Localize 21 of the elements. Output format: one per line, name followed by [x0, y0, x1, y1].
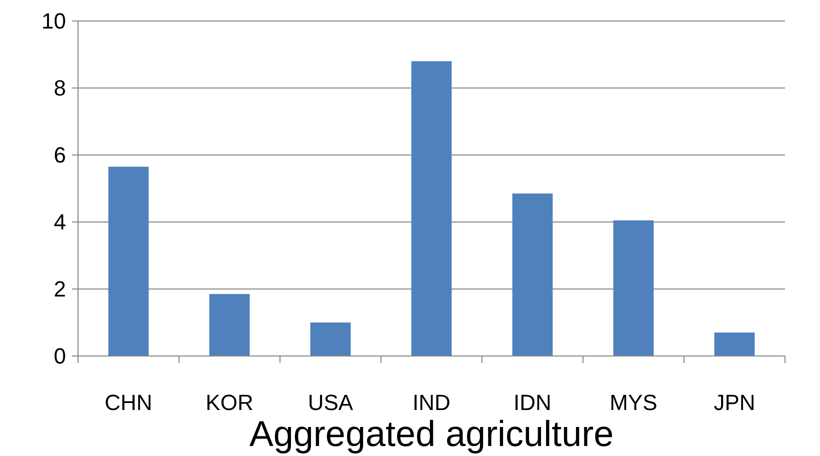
x-tick-label: JPN — [714, 390, 756, 415]
x-tick-label: IDN — [514, 390, 552, 415]
bar — [310, 322, 351, 356]
x-tick-label: IND — [412, 390, 450, 415]
bar — [108, 166, 149, 356]
bar — [714, 332, 755, 356]
y-tick-label: 0 — [54, 344, 66, 369]
bar — [613, 220, 654, 356]
x-tick-label: USA — [308, 390, 354, 415]
y-tick-label: 10 — [42, 8, 66, 34]
x-tick-label: KOR — [206, 390, 254, 415]
bar — [411, 61, 452, 356]
bar — [512, 194, 553, 356]
y-tick-label: 6 — [54, 142, 66, 168]
y-tick-label: 8 — [54, 76, 66, 101]
x-tick-label: MYS — [610, 390, 658, 415]
y-tick-label: 2 — [54, 276, 66, 302]
y-tick-label: 4 — [54, 210, 66, 235]
x-axis-title: Aggregated agriculture — [249, 413, 614, 454]
x-tick-label: CHN — [104, 390, 152, 415]
bar — [209, 294, 250, 356]
